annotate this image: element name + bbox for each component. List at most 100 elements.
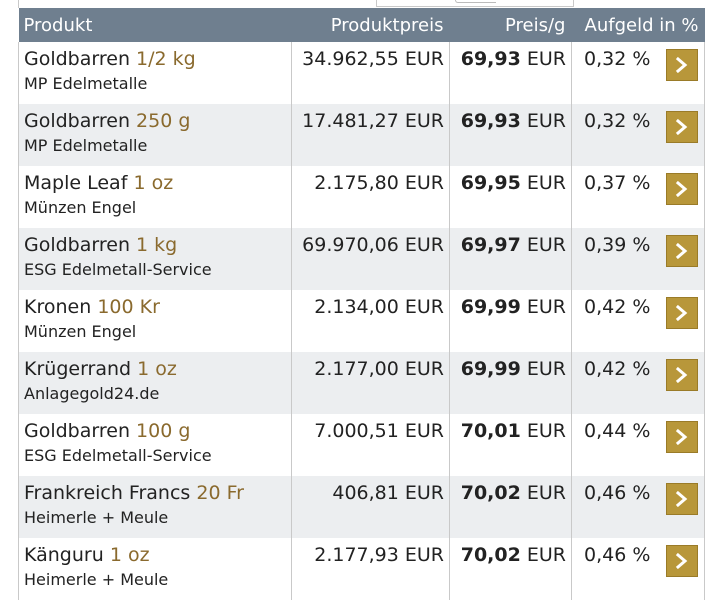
product-cell: Goldbarren 100 g ESG Edelmetall-Service bbox=[18, 414, 292, 476]
product-cell: Goldbarren 250 g MP Edelmetalle bbox=[18, 104, 292, 166]
price-per-gram-unit: EUR bbox=[526, 544, 566, 566]
aufgeld-value: 0,32 % bbox=[584, 110, 651, 132]
aufgeld-cell: 0,32 % bbox=[571, 42, 705, 104]
aufgeld-cell: 0,46 % bbox=[571, 538, 705, 600]
aufgeld-cell: 0,32 % bbox=[571, 104, 705, 166]
dealer-name: MP Edelmetalle bbox=[24, 136, 148, 155]
product-name[interactable]: Känguru bbox=[24, 544, 104, 566]
go-to-offer-button[interactable] bbox=[666, 297, 698, 329]
price-per-gram-value: 69,95 bbox=[460, 172, 521, 194]
chevron-right-icon bbox=[675, 491, 688, 507]
table-row: Goldbarren 1/2 kg MP Edelmetalle 34.962,… bbox=[18, 42, 705, 104]
chevron-right-icon bbox=[675, 243, 688, 259]
product-weight[interactable]: 1 oz bbox=[133, 172, 174, 194]
product-name[interactable]: Goldbarren bbox=[24, 110, 130, 132]
chevron-right-icon bbox=[675, 553, 688, 569]
chevron-right-icon bbox=[675, 305, 688, 321]
price-per-gram-cell: 70,02 EUR bbox=[449, 538, 572, 600]
price-per-gram-unit: EUR bbox=[526, 48, 566, 70]
product-weight[interactable]: 1 oz bbox=[109, 544, 150, 566]
aufgeld-value: 0,42 % bbox=[584, 296, 651, 318]
table-row: Goldbarren 250 g MP Edelmetalle 17.481,2… bbox=[18, 104, 705, 166]
product-name[interactable]: Goldbarren bbox=[24, 48, 130, 70]
go-to-offer-button[interactable] bbox=[666, 49, 698, 81]
product-price: 69.970,06 EUR bbox=[291, 228, 450, 290]
price-per-gram-value: 69,97 bbox=[460, 234, 521, 256]
product-price: 17.481,27 EUR bbox=[291, 104, 450, 166]
product-name[interactable]: Goldbarren bbox=[24, 420, 130, 442]
price-per-gram-value: 70,02 bbox=[460, 544, 521, 566]
table-row: Krügerrand 1 oz Anlagegold24.de 2.177,00… bbox=[18, 352, 705, 414]
product-name[interactable]: Goldbarren bbox=[24, 234, 130, 256]
table-row: Goldbarren 100 g ESG Edelmetall-Service … bbox=[18, 414, 705, 476]
chevron-right-icon bbox=[675, 57, 688, 73]
aufgeld-cell: 0,37 % bbox=[571, 166, 705, 228]
product-cell: Maple Leaf 1 oz Münzen Engel bbox=[18, 166, 292, 228]
column-header-aufgeld[interactable]: Aufgeld in % bbox=[571, 8, 705, 42]
price-per-gram-cell: 69,93 EUR bbox=[449, 104, 572, 166]
product-name[interactable]: Frankreich Francs bbox=[24, 482, 191, 504]
product-weight[interactable]: 250 g bbox=[136, 110, 191, 132]
price-per-gram-value: 69,93 bbox=[460, 48, 521, 70]
price-per-gram-unit: EUR bbox=[526, 358, 566, 380]
go-to-offer-button[interactable] bbox=[666, 173, 698, 205]
price-per-gram-unit: EUR bbox=[526, 296, 566, 318]
product-cell: Känguru 1 oz Heimerle + Meule bbox=[18, 538, 292, 600]
aufgeld-value: 0,39 % bbox=[584, 234, 651, 256]
price-per-gram-cell: 69,95 EUR bbox=[449, 166, 572, 228]
go-to-offer-button[interactable] bbox=[666, 545, 698, 577]
product-cell: Goldbarren 1/2 kg MP Edelmetalle bbox=[18, 42, 292, 104]
table-row: Goldbarren 1 kg ESG Edelmetall-Service 6… bbox=[18, 228, 705, 290]
table-row: Känguru 1 oz Heimerle + Meule 2.177,93 E… bbox=[18, 538, 705, 600]
dealer-name: Münzen Engel bbox=[24, 322, 137, 341]
go-to-offer-button[interactable] bbox=[666, 235, 698, 267]
aufgeld-cell: 0,44 % bbox=[571, 414, 705, 476]
chevron-right-icon bbox=[675, 367, 688, 383]
product-name[interactable]: Kronen bbox=[24, 296, 92, 318]
price-per-gram-unit: EUR bbox=[526, 482, 566, 504]
aufgeld-cell: 0,46 % bbox=[571, 476, 705, 538]
aufgeld-value: 0,46 % bbox=[584, 544, 651, 566]
aufgeld-cell: 0,39 % bbox=[571, 228, 705, 290]
go-to-offer-button[interactable] bbox=[666, 483, 698, 515]
dealer-name: Anlagegold24.de bbox=[24, 384, 160, 403]
product-weight[interactable]: 1 oz bbox=[137, 358, 177, 380]
column-header-produkt[interactable]: Produkt bbox=[18, 8, 292, 42]
price-per-gram-cell: 70,01 EUR bbox=[449, 414, 572, 476]
product-price: 406,81 EUR bbox=[291, 476, 450, 538]
table-row: Frankreich Francs 20 Fr Heimerle + Meule… bbox=[18, 476, 705, 538]
product-weight[interactable]: 1 kg bbox=[136, 234, 178, 256]
price-per-gram-value: 69,93 bbox=[460, 110, 521, 132]
product-name[interactable]: Maple Leaf bbox=[24, 172, 128, 194]
product-price: 2.175,80 EUR bbox=[291, 166, 450, 228]
go-to-offer-button[interactable] bbox=[666, 421, 698, 453]
product-weight[interactable]: 1/2 kg bbox=[136, 48, 196, 70]
price-per-gram-unit: EUR bbox=[526, 172, 566, 194]
product-weight[interactable]: 20 Fr bbox=[196, 482, 244, 504]
aufgeld-value: 0,46 % bbox=[584, 482, 651, 504]
product-name[interactable]: Krügerrand bbox=[24, 358, 132, 380]
aufgeld-cell: 0,42 % bbox=[571, 290, 705, 352]
product-price: 34.962,55 EUR bbox=[291, 42, 450, 104]
product-weight[interactable]: 100 Kr bbox=[97, 296, 160, 318]
price-per-gram-unit: EUR bbox=[526, 110, 566, 132]
price-per-gram-value: 69,99 bbox=[460, 358, 521, 380]
column-header-preis-pro-gramm[interactable]: Preis/g bbox=[449, 8, 572, 42]
dealer-name: MP Edelmetalle bbox=[24, 74, 148, 93]
price-per-gram-cell: 69,97 EUR bbox=[449, 228, 572, 290]
chevron-right-icon bbox=[675, 181, 688, 197]
column-header-produktpreis[interactable]: Produktpreis bbox=[291, 8, 450, 42]
go-to-offer-button[interactable] bbox=[666, 359, 698, 391]
price-comparison-table: Produkt Produktpreis Preis/g Aufgeld in … bbox=[18, 8, 705, 600]
aufgeld-cell: 0,42 % bbox=[571, 352, 705, 414]
price-per-gram-cell: 69,93 EUR bbox=[449, 42, 572, 104]
dealer-name: ESG Edelmetall-Service bbox=[24, 260, 212, 279]
price-per-gram-cell: 69,99 EUR bbox=[449, 352, 572, 414]
price-per-gram-cell: 70,02 EUR bbox=[449, 476, 572, 538]
go-to-offer-button[interactable] bbox=[666, 111, 698, 143]
product-weight[interactable]: 100 g bbox=[136, 420, 191, 442]
price-per-gram-value: 70,02 bbox=[460, 482, 521, 504]
chevron-right-icon bbox=[675, 119, 688, 135]
dealer-name: Heimerle + Meule bbox=[24, 508, 169, 527]
table-row: Kronen 100 Kr Münzen Engel 2.134,00 EUR … bbox=[18, 290, 705, 352]
